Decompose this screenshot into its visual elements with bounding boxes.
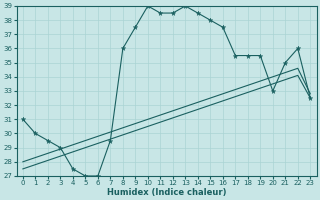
X-axis label: Humidex (Indice chaleur): Humidex (Indice chaleur) — [107, 188, 226, 197]
